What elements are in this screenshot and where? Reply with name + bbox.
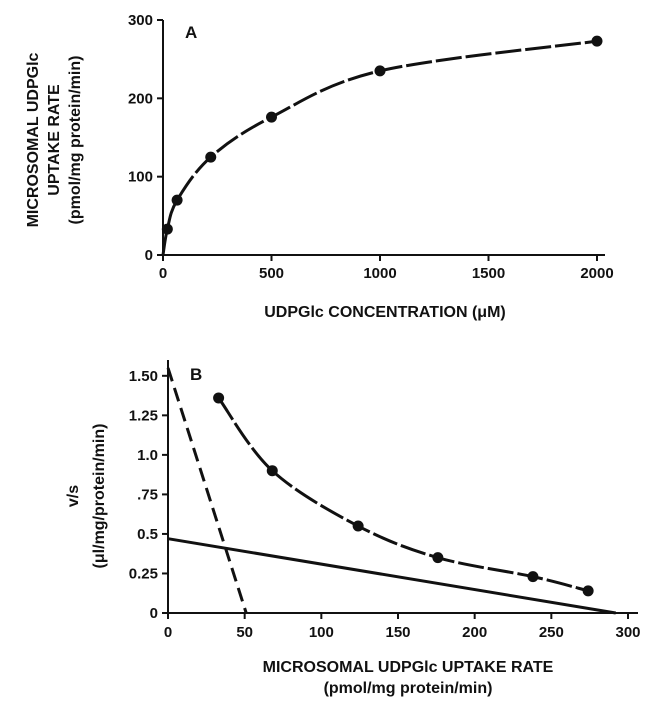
x-tick-label: 200 [462,624,487,641]
x-tick-label: 250 [539,624,564,641]
x-tick-label: 0 [159,265,167,282]
y-tick-label: 0.25 [129,565,158,582]
x-tick-label: 100 [309,624,334,641]
data-point [205,151,217,163]
y-axis-title: v/s (μl/mg/protein/min) [65,424,108,569]
y-tick-label: 100 [128,169,153,186]
data-point [352,520,364,532]
panel-a: 0 100 200 300 0 500 1000 1500 2000 A UDPGlc CONCEN… [25,12,614,321]
x-tick-label: 1500 [472,265,505,282]
panel-label: A [185,23,197,42]
y-tick-label: 1.25 [129,407,158,424]
dashed-regression-line [166,367,248,614]
x-tick-label: 2000 [580,265,613,282]
y-axis-title: MICROSOMAL UDPGlc UPTAKE RATE (pmol/mg pro… [25,52,84,227]
data-point [171,194,183,206]
x-tick-label: 300 [615,624,640,641]
x-axis-title: UDPGlc CONCENTRATION (μM) [264,304,505,321]
y-axis-title-line: (μl/mg/protein/min) [91,424,108,569]
data-point [161,223,173,235]
x-tick-label: 500 [259,265,284,282]
fit-curve [161,39,598,256]
y-tick-label: .75 [137,486,158,503]
y-tick-label: 300 [128,12,153,29]
y-tick-label: 0 [150,605,158,622]
x-tick-label: 0 [164,624,172,641]
x-axis-title-line: (pmol/mg protein/min) [324,680,493,697]
y-axis-title-line: v/s [65,485,82,507]
data-point [374,65,386,77]
y-axis-title-line: UPTAKE RATE [46,84,63,196]
y-tick-label: 200 [128,90,153,107]
panel-label: B [190,365,202,384]
data-point [432,552,444,564]
x-tick-label: 1000 [363,265,396,282]
panel-b: 0 0.25 0.5 .75 1.0 1.25 1.50 0 50 100 150 200 250 300… [65,360,641,697]
data-point [266,465,278,477]
y-axis-title-line: MICROSOMAL UDPGlc [25,52,42,227]
fit-curve [217,397,589,593]
y-tick-label: 0 [145,247,153,264]
data-point [213,392,225,404]
solid-regression-line [167,537,616,615]
data-point [591,35,603,47]
x-tick-label: 150 [385,624,410,641]
data-point [527,571,539,583]
y-axis-title-line: (pmol/mg protein/min) [67,56,84,225]
x-axis-title-line: MICROSOMAL UDPGlc UPTAKE RATE [263,659,554,676]
y-tick-label: 1.0 [137,447,158,464]
x-tick-label: 50 [236,624,253,641]
data-point [582,585,594,597]
y-tick-label: 0.5 [137,526,158,543]
data-point [266,111,277,123]
y-tick-label: 1.50 [129,368,158,385]
